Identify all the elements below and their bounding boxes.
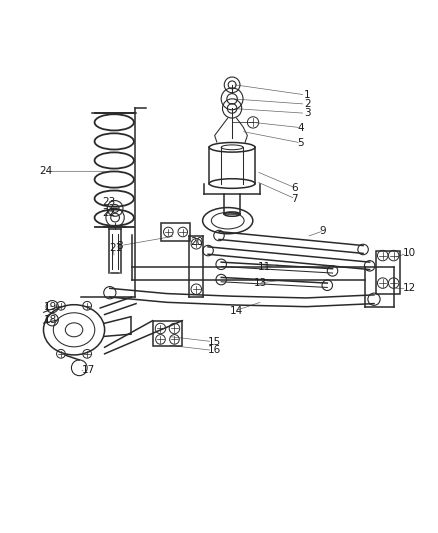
Text: 13: 13 [254, 278, 267, 288]
Text: 9: 9 [319, 225, 326, 236]
Text: 24: 24 [39, 166, 53, 176]
Text: 2: 2 [304, 99, 311, 109]
Text: 21: 21 [109, 243, 122, 253]
Text: 10: 10 [403, 248, 416, 259]
Text: 8: 8 [117, 240, 123, 251]
Text: 14: 14 [230, 306, 243, 316]
Text: 19: 19 [43, 302, 57, 312]
Text: 18: 18 [43, 315, 57, 325]
Text: 22: 22 [102, 208, 115, 218]
Text: 16: 16 [208, 345, 221, 356]
Text: 20: 20 [191, 238, 204, 247]
Bar [161, 223, 190, 241]
Text: 6: 6 [291, 183, 298, 193]
Text: 1: 1 [304, 90, 311, 100]
Text: 5: 5 [297, 138, 304, 148]
Text: 17: 17 [81, 366, 95, 375]
Text: 11: 11 [258, 262, 272, 272]
Bar [152, 321, 182, 346]
Text: 3: 3 [304, 108, 311, 118]
Text: 23: 23 [102, 197, 115, 207]
Bar [376, 251, 400, 294]
Text: 15: 15 [208, 337, 221, 346]
Text: 12: 12 [403, 284, 416, 293]
Text: 4: 4 [297, 123, 304, 133]
Text: 7: 7 [291, 194, 298, 204]
